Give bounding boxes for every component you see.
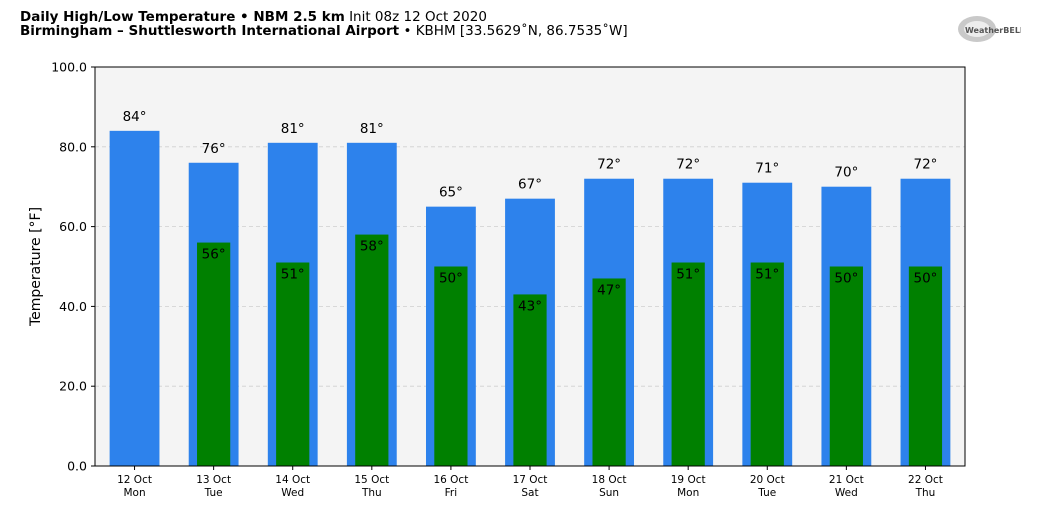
high-temp-label: 84° xyxy=(123,109,147,125)
y-tick-label: 40.0 xyxy=(59,299,87,314)
x-tick-date: 16 Oct xyxy=(433,474,468,486)
high-temp-label: 81° xyxy=(360,121,384,137)
x-tick-date: 18 Oct xyxy=(592,474,627,486)
x-tick-day: Thu xyxy=(361,487,382,499)
low-temp-bar xyxy=(513,294,547,466)
x-tick-date: 22 Oct xyxy=(908,474,943,486)
low-temp-bar xyxy=(671,262,705,466)
chart-init-time: Init 08z 12 Oct 2020 xyxy=(349,9,487,25)
low-temp-bar xyxy=(276,262,310,466)
low-temp-label: 50° xyxy=(913,271,937,287)
x-tick-day: Thu xyxy=(915,487,936,499)
low-temp-label: 50° xyxy=(439,271,463,287)
x-tick-day: Sat xyxy=(521,487,538,499)
high-temp-label: 76° xyxy=(202,141,226,157)
high-temp-label: 70° xyxy=(834,165,858,181)
low-temp-label: 50° xyxy=(834,271,858,287)
x-tick-day: Tue xyxy=(204,487,223,499)
low-temp-label: 56° xyxy=(202,247,226,263)
high-temp-bar xyxy=(109,130,160,466)
chart-title: Daily High/Low Temperature • NBM 2.5 km … xyxy=(20,9,487,25)
low-temp-bar xyxy=(908,266,943,466)
bars: 84° 76° 56° 81° 51° 81° 58° 65° 50° 67° 43° 72° 47° 7… xyxy=(109,109,951,467)
y-tick-label: 20.0 xyxy=(59,379,87,394)
x-tick-date: 13 Oct xyxy=(196,474,231,486)
x-tick-date: 14 Oct xyxy=(275,474,310,486)
y-tick-label: 0.0 xyxy=(67,459,87,474)
low-temp-bar xyxy=(750,262,784,466)
x-tick-day: Fri xyxy=(445,487,458,499)
low-temp-bar xyxy=(592,278,626,466)
x-tick-date: 20 Oct xyxy=(750,474,785,486)
x-tick-date: 17 Oct xyxy=(513,474,548,486)
high-temp-label: 72° xyxy=(913,157,937,173)
x-tick-day: Mon xyxy=(677,487,699,499)
low-temp-label: 43° xyxy=(518,298,542,314)
high-temp-label: 72° xyxy=(597,157,621,173)
x-tick-day: Tue xyxy=(757,487,776,499)
low-temp-bar xyxy=(355,234,389,466)
logo-swirl-inner xyxy=(964,21,990,37)
x-tick-date: 12 Oct xyxy=(117,474,152,486)
x-tick-date: 19 Oct xyxy=(671,474,706,486)
y-tick-label: 80.0 xyxy=(59,139,87,154)
low-temp-label: 51° xyxy=(755,267,779,283)
high-temp-label: 72° xyxy=(676,157,700,173)
location-detail: • KBHM [33.5629˚N, 86.7535˚W] xyxy=(403,23,628,39)
chart-title-main: Daily High/Low Temperature • NBM 2.5 km xyxy=(20,9,345,25)
y-axis-label: Temperature [°F] xyxy=(28,207,44,327)
high-temp-label: 71° xyxy=(755,161,779,177)
chart-location: Birmingham – Shuttlesworth International… xyxy=(20,23,628,39)
x-tick-day: Mon xyxy=(123,487,145,499)
high-temp-label: 81° xyxy=(281,121,305,137)
low-temp-label: 51° xyxy=(281,267,305,283)
low-temp-bar xyxy=(197,242,231,466)
low-temp-label: 47° xyxy=(597,282,621,298)
low-temp-bar xyxy=(829,266,863,466)
low-temp-bar xyxy=(434,266,468,466)
low-temp-label: 51° xyxy=(676,267,700,283)
location-name: Birmingham – Shuttlesworth International… xyxy=(20,23,400,39)
low-temp-label: 58° xyxy=(360,239,384,255)
high-temp-label: 67° xyxy=(518,177,542,193)
y-tick-label: 60.0 xyxy=(59,219,87,234)
plot-frame xyxy=(94,66,966,467)
x-tick-day: Wed xyxy=(835,487,858,499)
x-tick-day: Sun xyxy=(599,487,619,499)
x-tick-date: 21 Oct xyxy=(829,474,864,486)
high-temp-label: 65° xyxy=(439,185,463,201)
weatherbell-logo: WeatherBELL xyxy=(958,16,1021,42)
y-tick-label: 100.0 xyxy=(51,60,87,75)
x-tick-day: Wed xyxy=(281,487,304,499)
logo-text: WeatherBELL xyxy=(965,26,1021,35)
x-tick-date: 15 Oct xyxy=(354,474,389,486)
